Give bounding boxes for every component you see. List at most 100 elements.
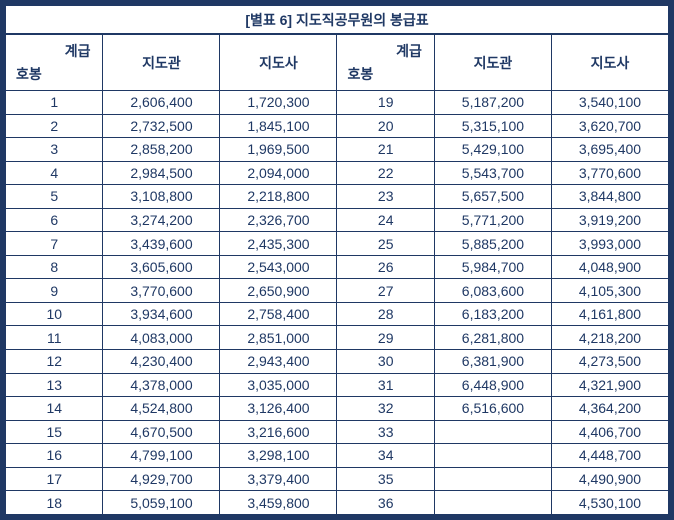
table-row: 12 4,230,400 2,943,400 30 6,381,900 4,273,500 [4, 349, 670, 374]
jidosa-cell-left: 1,845,100 [219, 113, 338, 139]
page-title: [별표 6] 지도직공무원의 봉급표 [5, 5, 669, 35]
table-row: 2 2,732,500 1,845,100 20 5,315,100 3,620,700 [4, 113, 670, 139]
rank-label: 계급 [64, 43, 91, 59]
step-cell-right: 28 [336, 301, 435, 327]
jidosa-cell-left: 2,543,000 [219, 254, 338, 280]
step-label: 호봉 [16, 66, 42, 82]
jidosa-cell-right: 3,770,600 [550, 160, 670, 186]
jidosa-cell-right: 4,406,700 [550, 419, 670, 445]
jidogwan-cell-right: 6,516,600 [433, 396, 552, 421]
step-cell-left: 4 [4, 160, 104, 186]
step-cell-left: 13 [4, 372, 104, 398]
step-cell-right: 32 [336, 396, 435, 421]
table-row: 17 4,929,700 3,379,400 35 4,490,900 [4, 466, 670, 492]
jidosa-cell-right: 4,048,900 [550, 254, 670, 280]
jidogwan-cell-right: 6,448,900 [433, 372, 552, 398]
jidosa-cell-right: 4,364,200 [550, 396, 670, 421]
table-row: 18 5,059,100 3,459,800 36 4,530,100 [4, 490, 670, 515]
step-cell-right: 31 [336, 372, 435, 398]
table-row: 8 3,605,600 2,543,000 26 5,984,700 4,048,900 [4, 254, 670, 280]
step-cell-left: 10 [4, 301, 104, 327]
jidogwan-cell-left: 4,083,000 [102, 325, 221, 351]
step-cell-left: 11 [4, 325, 104, 351]
jidogwan-cell-right: 5,429,100 [433, 137, 552, 162]
title-row: [별표 6] 지도직공무원의 봉급표 [5, 5, 669, 35]
jidogwan-cell-right: 6,183,200 [433, 301, 552, 327]
rank-label: 계급 [396, 43, 422, 59]
step-cell-left: 1 [4, 90, 104, 115]
jidosa-cell-right: 3,919,200 [550, 207, 670, 233]
table-row: 13 4,378,000 3,035,000 31 6,448,900 4,321,900 [4, 372, 670, 398]
step-label: 호봉 [347, 66, 374, 82]
jidogwan-cell-left: 4,230,400 [102, 349, 221, 374]
jidogwan-cell-left: 4,524,800 [102, 396, 221, 421]
jidosa-cell-right: 3,695,400 [550, 137, 670, 162]
table-body: 1 2,606,400 1,720,300 19 5,187,200 3,540,100 2… [4, 90, 670, 515]
step-cell-right: 35 [336, 466, 435, 492]
jidosa-cell-left: 2,650,900 [219, 278, 338, 303]
jidogwan-cell-right: 5,187,200 [433, 90, 552, 115]
jidogwan-cell-right [433, 443, 552, 468]
step-cell-right: 33 [336, 419, 435, 445]
column-header-jidogwan-left: 지도관 [102, 33, 221, 91]
jidogwan-cell-left: 3,605,600 [102, 254, 221, 280]
table-row: 6 3,274,200 2,326,700 24 5,771,200 3,919,200 [4, 207, 670, 233]
column-header-jidosa-right: 지도사 [550, 33, 670, 91]
jidosa-cell-left: 2,435,300 [219, 231, 338, 256]
jidogwan-cell-left: 4,929,700 [102, 466, 221, 492]
step-cell-right: 36 [336, 490, 435, 515]
step-cell-right: 19 [336, 90, 435, 115]
jidosa-cell-left: 1,720,300 [219, 90, 338, 115]
salary-table: [별표 6] 지도직공무원의 봉급표 계급 호봉 지도관 지도사 계급 호봉 지… [4, 5, 670, 515]
step-cell-right: 20 [336, 113, 435, 139]
jidogwan-cell-left: 4,378,000 [102, 372, 221, 398]
table-row: 9 3,770,600 2,650,900 27 6,083,600 4,105,300 [4, 278, 670, 303]
jidosa-cell-left: 3,035,000 [219, 372, 338, 398]
jidosa-cell-left: 3,216,600 [219, 419, 338, 445]
jidogwan-cell-left: 2,606,400 [102, 90, 221, 115]
jidogwan-cell-left: 3,108,800 [102, 184, 221, 209]
step-cell-right: 29 [336, 325, 435, 351]
jidogwan-cell-right: 6,281,800 [433, 325, 552, 351]
jidogwan-cell-left: 3,934,600 [102, 301, 221, 327]
table-row: 14 4,524,800 3,126,400 32 6,516,600 4,364,200 [4, 396, 670, 421]
jidosa-cell-right: 3,993,000 [550, 231, 670, 256]
jidosa-cell-right: 4,218,200 [550, 325, 670, 351]
jidosa-cell-left: 2,851,000 [219, 325, 338, 351]
jidosa-cell-right: 4,105,300 [550, 278, 670, 303]
jidosa-cell-left: 3,126,400 [219, 396, 338, 421]
jidogwan-cell-left: 3,439,600 [102, 231, 221, 256]
table-row: 16 4,799,100 3,298,100 34 4,448,700 [4, 443, 670, 468]
jidosa-cell-right: 4,530,100 [550, 490, 670, 515]
jidogwan-cell-right: 5,771,200 [433, 207, 552, 233]
table-row: 3 2,858,200 1,969,500 21 5,429,100 3,695,400 [4, 137, 670, 162]
jidogwan-cell-right: 5,543,700 [433, 160, 552, 186]
jidosa-cell-left: 2,326,700 [219, 207, 338, 233]
step-cell-left: 14 [4, 396, 104, 421]
jidogwan-cell-left: 4,799,100 [102, 443, 221, 468]
step-cell-left: 3 [4, 137, 104, 162]
column-header-jidogwan-right: 지도관 [433, 33, 552, 91]
table-row: 4 2,984,500 2,094,000 22 5,543,700 3,770,600 [4, 160, 670, 186]
jidosa-cell-left: 1,969,500 [219, 137, 338, 162]
step-cell-left: 7 [4, 231, 104, 256]
jidosa-cell-left: 3,379,400 [219, 466, 338, 492]
step-cell-left: 16 [4, 443, 104, 468]
step-cell-left: 12 [4, 349, 104, 374]
jidosa-cell-right: 4,448,700 [550, 443, 670, 468]
jidogwan-cell-right: 6,381,900 [433, 349, 552, 374]
jidogwan-cell-right: 5,984,700 [433, 254, 552, 280]
jidosa-cell-right: 3,620,700 [550, 113, 670, 139]
table-row: 5 3,108,800 2,218,800 23 5,657,500 3,844,800 [4, 184, 670, 209]
jidosa-cell-right: 4,490,900 [550, 466, 670, 492]
step-cell-right: 26 [336, 254, 435, 280]
step-cell-left: 8 [4, 254, 104, 280]
step-cell-left: 17 [4, 466, 104, 492]
step-cell-left: 18 [4, 490, 104, 515]
jidosa-cell-left: 3,298,100 [219, 443, 338, 468]
step-cell-right: 34 [336, 443, 435, 468]
table-row: 15 4,670,500 3,216,600 33 4,406,700 [4, 419, 670, 445]
diagonal-header-left: 계급 호봉 [4, 33, 104, 91]
jidosa-cell-right: 3,540,100 [550, 90, 670, 115]
